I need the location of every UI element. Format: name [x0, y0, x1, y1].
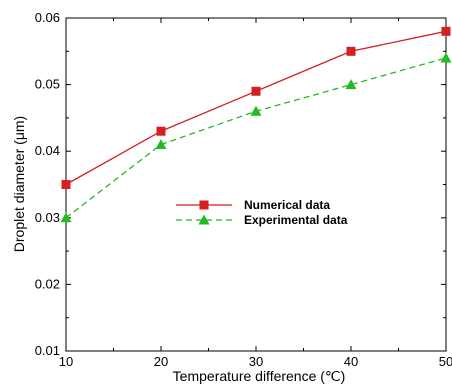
x-axis-ticks: 10 20 30 40 50 — [59, 18, 452, 369]
series-line — [65, 57, 447, 219]
legend-label: Experimental data — [244, 213, 348, 227]
y-tick-label: 0.03 — [35, 210, 60, 225]
y-axis-title: Droplet diameter (μm) — [11, 116, 27, 252]
data-point — [345, 79, 357, 90]
data-point — [251, 86, 261, 96]
legend-swatch-marker — [199, 200, 209, 210]
x-tick-label: 10 — [59, 354, 73, 369]
data-point — [250, 105, 262, 116]
series-layer — [60, 26, 452, 223]
data-point — [60, 212, 72, 223]
x-tick-label: 20 — [154, 354, 168, 369]
series-2 — [60, 52, 452, 223]
legend-swatch-marker — [198, 214, 210, 225]
legend-label: Numerical data — [244, 198, 330, 212]
y-tick-label: 0.05 — [35, 77, 60, 92]
x-tick-label: 30 — [249, 354, 263, 369]
y-tick-label: 0.01 — [35, 343, 60, 358]
y-tick-label: 0.02 — [35, 276, 60, 291]
y-axis-ticks: 0.01 0.02 0.03 0.04 0.05 0.06 — [35, 10, 446, 358]
data-point — [155, 139, 167, 150]
series-1 — [61, 26, 451, 189]
x-tick-label: 50 — [439, 354, 452, 369]
data-point — [346, 46, 356, 56]
x-tick-label: 40 — [344, 354, 358, 369]
y-tick-label: 0.04 — [35, 143, 60, 158]
data-point — [440, 52, 452, 63]
x-axis-title: Temperature difference (℃) — [173, 368, 346, 384]
y-tick-label: 0.06 — [35, 10, 60, 25]
data-point — [156, 126, 166, 136]
data-point — [61, 180, 71, 189]
plot-frame — [65, 17, 447, 352]
data-point — [441, 26, 451, 36]
